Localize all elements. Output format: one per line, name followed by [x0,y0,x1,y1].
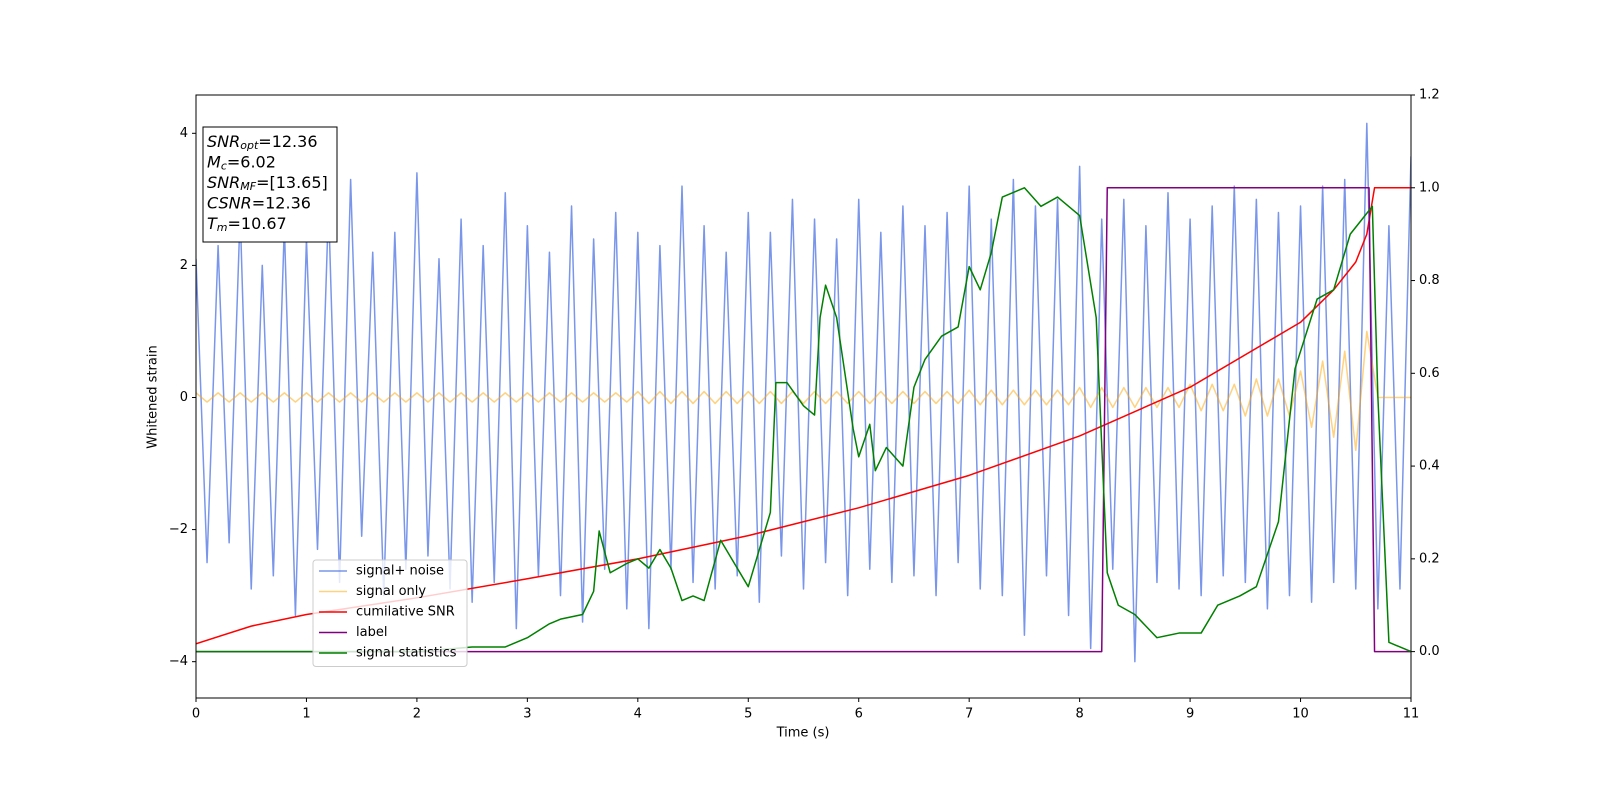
annotation-symbol: SNR [207,132,240,151]
legend-label: label [356,625,387,640]
annotation-value: =[13.65] [256,173,328,192]
x-tick-label: 2 [413,707,421,722]
y2-tick-label: 0.4 [1419,459,1440,474]
annotation-subscript: m [217,221,228,234]
y2-tick-label: 1.0 [1419,180,1440,195]
x-tick-label: 0 [192,707,200,722]
legend-frame [312,559,468,667]
x-tick-label: 11 [1403,707,1420,722]
annotation-value: =12.36 [258,132,317,151]
y2-tick-label: 0.0 [1419,644,1440,659]
y-tick-label: −4 [169,654,188,669]
y2-tick-label: 0.8 [1419,273,1440,288]
annotation-symbol: SNR [207,173,240,192]
legend-label: signal+ noise [356,564,444,579]
annotation-value: =12.36 [252,193,311,212]
annotation-line: CSNR=12.36 [207,193,311,212]
x-tick-label: 10 [1292,707,1309,722]
annotation-line: Mc=6.02 [207,152,276,173]
x-axis-label: Time (s) [776,726,830,741]
y-tick-label: −2 [169,522,188,537]
y2-tick-label: 1.2 [1419,88,1440,103]
annotation-subscript: opt [240,139,259,152]
series-line [196,187,1411,653]
series-line [196,122,1411,663]
annotation-value: =10.67 [228,214,287,233]
y-tick-label: 0 [180,390,188,405]
legend-label: signal only [356,584,426,599]
x-tick-label: 3 [523,707,531,722]
annotation-line: Tm=10.67 [207,214,287,235]
series-line [196,187,1411,653]
annotation-symbol: T [207,214,218,233]
annotation-subscript: MF [240,180,256,193]
legend-label: signal statistics [356,646,457,661]
annotation-line: SNRMF=[13.65] [207,173,328,194]
x-tick-label: 4 [634,707,642,722]
annotation-line: SNRopt=12.36 [207,132,318,153]
y-tick-label: 4 [180,126,188,141]
series-line [196,330,1411,452]
x-tick-label: 5 [744,707,752,722]
annotation-value: =6.02 [227,152,276,171]
y2-tick-label: 0.6 [1419,366,1440,381]
annotation-symbol: CSNR [207,193,252,212]
annotation-box: SNRopt=12.36Mc=6.02SNRMF=[13.65]CSNR=12.… [202,126,338,243]
y2-tick-label: 0.2 [1419,551,1440,566]
x-tick-label: 9 [1186,707,1194,722]
annotation-symbol: M [207,152,221,171]
legend: signal+ noise signal only cumilative SNR la… [312,559,468,667]
annotation-frame [202,126,338,243]
y-axis-label: Whitened strain [146,345,161,448]
y-tick-label: 2 [180,258,188,273]
x-tick-label: 7 [965,707,973,722]
legend-label: cumilative SNR [356,605,455,620]
x-tick-label: 1 [302,707,310,722]
x-tick-label: 8 [1075,707,1083,722]
plot-frame [195,94,1412,699]
x-tick-label: 6 [855,707,863,722]
annotation-subscript: c [221,160,227,173]
